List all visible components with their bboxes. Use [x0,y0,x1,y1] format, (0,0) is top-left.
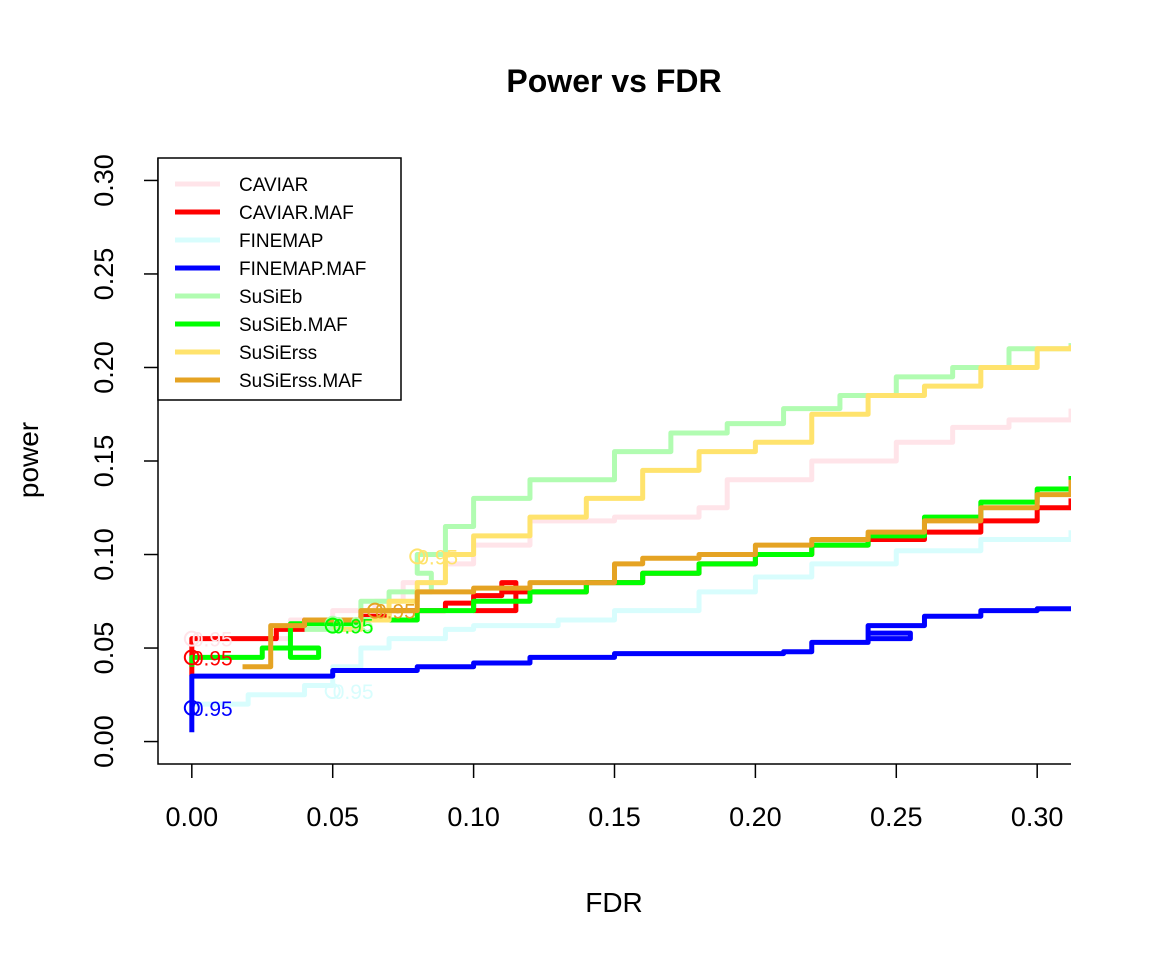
legend-label-susierss: SuSiErss [239,343,317,364]
x-tick-label: 0.25 [870,802,923,832]
marker-point-finemap-maf [183,699,200,716]
y-tick-label: 0.05 [89,622,119,675]
chart-title: Power vs FDR [506,63,721,99]
series-line-caviar-maf [189,498,1071,677]
y-tick-label: 0.10 [89,528,119,581]
legend-label-susierss-maf: SuSiErss.MAF [239,371,363,392]
series-line-susieb-maf [189,475,1071,667]
x-axis-label: FDR [585,887,643,918]
y-tick-label: 0.20 [89,341,119,394]
marker-label-susieb: 0.95 [333,614,374,637]
legend-label-caviar: CAVIAR [239,175,308,196]
y-tick-label: 0.00 [89,715,119,768]
marker-label-finemap-maf: 0.95 [192,698,233,721]
legend-label-susieb: SuSiEb [239,287,302,308]
marker-point-susierss-maf [366,602,383,619]
marker-label-susierss: 0.95 [417,546,458,569]
marker-label-susieb-maf: 0.95 [333,616,374,639]
marker-point-susierss [409,548,426,565]
x-tick-label: 0.05 [306,802,359,832]
marker-point-susieb-maf [324,617,341,634]
legend-label-caviar-maf: CAVIAR.MAF [239,203,354,224]
marker-label-caviar: 0.95 [192,629,233,652]
legend-label-susieb-maf: SuSiEb.MAF [239,315,348,336]
legend-box [157,157,402,401]
series-line-susierss [332,345,1071,632]
y-axis-label: power [13,422,44,498]
series-line-susieb [304,343,1071,632]
marker-label-caviar-maf: 0.95 [192,647,233,670]
y-tick-label: 0.30 [89,154,119,207]
x-tick-label: 0.15 [588,802,641,832]
series-line-finemap [191,530,1071,707]
marker-label-finemap: 0.95 [333,681,374,704]
series-line-susierss-maf [242,479,1071,670]
marker-point-caviar-maf [183,649,200,666]
series-line-finemap-maf [189,606,1071,733]
marker-point-finemap [324,683,341,700]
x-tick-label: 0.00 [166,802,219,832]
x-tick-label: 0.10 [447,802,500,832]
x-tick-label: 0.30 [1011,802,1064,832]
legend-label-finemap: FINEMAP [239,231,323,252]
y-tick-label: 0.25 [89,248,119,301]
series-group: 0.950.950.950.950.950.950.950.95 [183,343,1071,733]
x-tick-label: 0.20 [729,802,782,832]
marker-point-caviar [183,630,200,647]
legend-label-finemap-maf: FINEMAP.MAF [239,259,366,280]
y-tick-label: 0.15 [89,435,119,488]
marker-label-susierss-maf: 0.95 [375,601,416,624]
legend: CAVIAR CAVIAR.MAF FINEMAP FINEMAP.MAF SuSiEb… [157,157,402,401]
